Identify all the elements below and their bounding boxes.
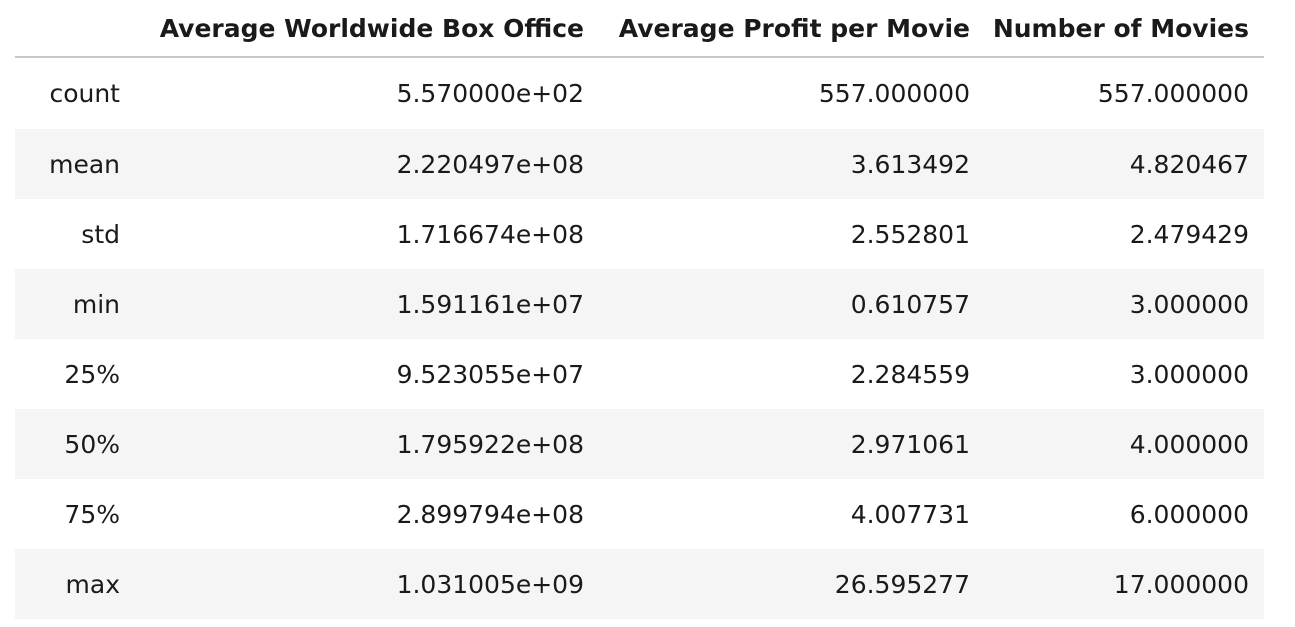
table-row: min 1.591161e+07 0.610757 3.000000 xyxy=(15,269,1264,339)
table-row: 50% 1.795922e+08 2.971061 4.000000 xyxy=(15,409,1264,479)
table-cell: 0.610757 xyxy=(850,289,970,319)
dataframe-container: Average Worldwide Box Office Average Pro… xyxy=(15,0,1264,619)
table-cell: 4.000000 xyxy=(1129,429,1249,459)
table-cell: 2.284559 xyxy=(850,359,970,389)
table-row: count 5.570000e+02 557.000000 557.000000 xyxy=(15,57,1264,129)
table-row: mean 2.220497e+08 3.613492 4.820467 xyxy=(15,129,1264,199)
column-header-number-of-movies: Number of Movies xyxy=(971,0,1264,58)
row-label: min xyxy=(72,289,120,319)
table-cell: 2.479429 xyxy=(1129,219,1249,249)
table-header: Average Worldwide Box Office Average Pro… xyxy=(15,0,1264,58)
index-header xyxy=(15,0,121,58)
table-cell: 3.000000 xyxy=(1129,359,1249,389)
table-row: max 1.031005e+09 26.595277 17.000000 xyxy=(15,549,1264,619)
column-header-profit-per-movie: Average Profit per Movie xyxy=(585,0,971,58)
row-label: 25% xyxy=(64,359,120,389)
table-cell: 1.031005e+09 xyxy=(396,569,584,599)
table-cell: 1.795922e+08 xyxy=(396,429,584,459)
table-body: count 5.570000e+02 557.000000 557.000000… xyxy=(15,57,1264,619)
table-cell: 2.220497e+08 xyxy=(396,149,584,179)
table-cell: 1.591161e+07 xyxy=(396,289,584,319)
table-row: 75% 2.899794e+08 4.007731 6.000000 xyxy=(15,479,1264,549)
column-header-worldwide-box-office: Average Worldwide Box Office xyxy=(121,0,585,58)
row-label: 50% xyxy=(64,429,120,459)
table-cell: 3.000000 xyxy=(1129,289,1249,319)
row-label: count xyxy=(49,79,120,108)
table-cell: 26.595277 xyxy=(834,569,970,599)
header-row: Average Worldwide Box Office Average Pro… xyxy=(15,0,1264,58)
table-cell: 9.523055e+07 xyxy=(396,359,584,389)
describe-table: Average Worldwide Box Office Average Pro… xyxy=(15,0,1264,619)
table-cell: 5.570000e+02 xyxy=(396,79,584,108)
table-cell: 2.552801 xyxy=(850,219,970,249)
row-label: 75% xyxy=(64,499,120,529)
table-cell: 557.000000 xyxy=(818,79,970,108)
table-cell: 4.007731 xyxy=(850,499,970,529)
table-cell: 17.000000 xyxy=(1113,569,1249,599)
row-label: std xyxy=(81,219,120,249)
table-cell: 3.613492 xyxy=(850,149,970,179)
table-cell: 1.716674e+08 xyxy=(396,219,584,249)
table-cell: 4.820467 xyxy=(1129,149,1249,179)
row-label: max xyxy=(65,569,120,599)
table-row: std 1.716674e+08 2.552801 2.479429 xyxy=(15,199,1264,269)
table-cell: 6.000000 xyxy=(1129,499,1249,529)
table-cell: 2.971061 xyxy=(850,429,970,459)
table-row: 25% 9.523055e+07 2.284559 3.000000 xyxy=(15,339,1264,409)
table-cell: 2.899794e+08 xyxy=(396,499,584,529)
table-cell: 557.000000 xyxy=(1097,79,1249,108)
row-label: mean xyxy=(49,149,120,179)
